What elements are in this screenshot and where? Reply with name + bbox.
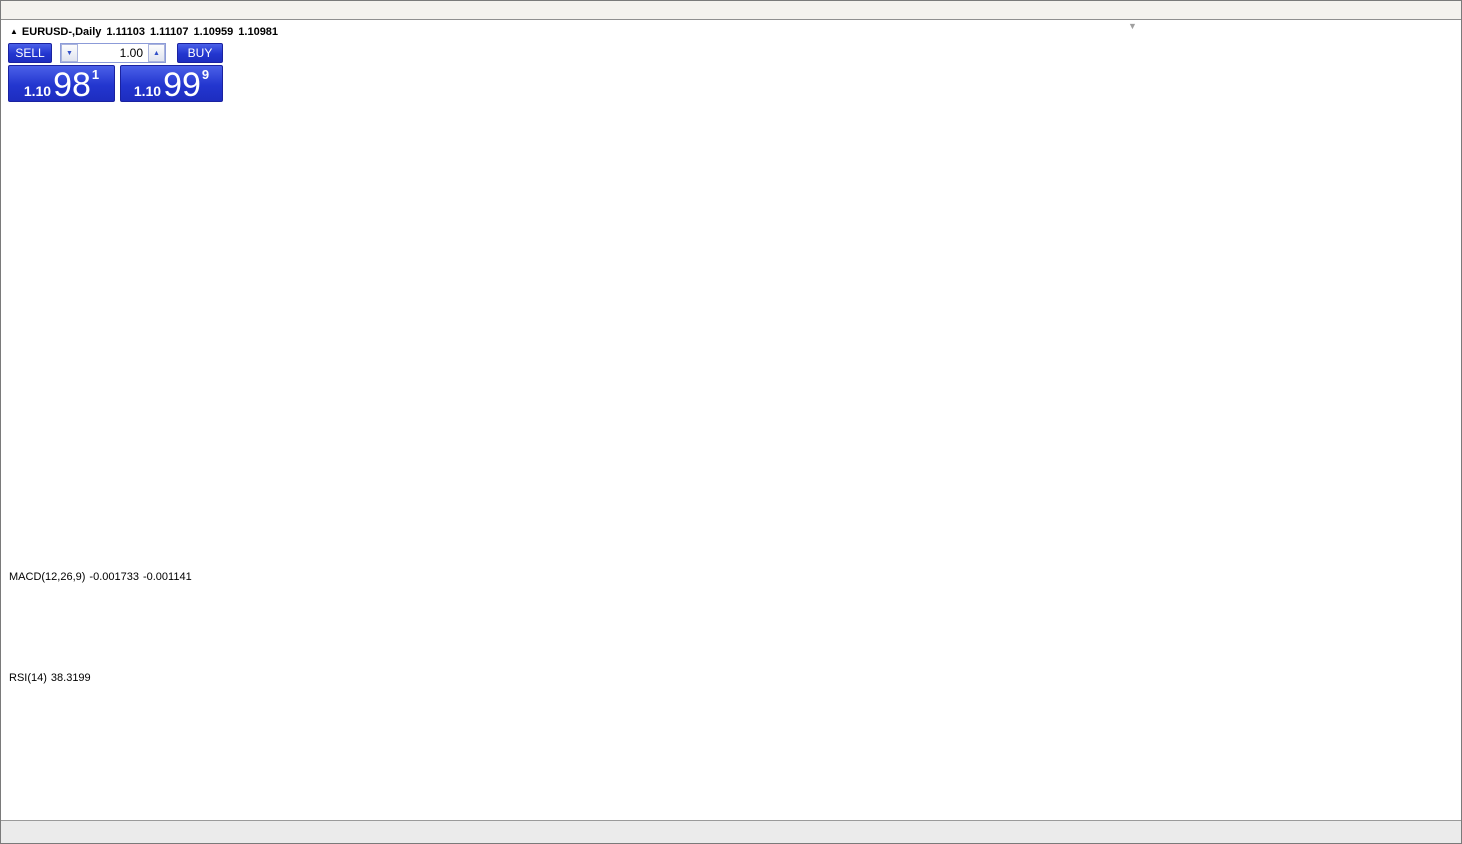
sell-button[interactable]: SELL — [8, 43, 52, 63]
timeframe-toolbar — [1, 1, 1461, 20]
sell-price-pip: 1 — [91, 67, 100, 82]
ohlc-high: 1.11107 — [149, 26, 189, 38]
sell-price-big: 98 — [53, 66, 91, 104]
chart-symbol-title: EURUSD-,Daily — [21, 26, 102, 38]
macd-signal-value: -0.001141 — [142, 571, 192, 583]
volume-stepper: ▼ ▲ — [60, 43, 166, 63]
macd-name: MACD(12,26,9) — [9, 571, 86, 583]
macd-main-value: -0.001733 — [89, 571, 139, 583]
ohlc-close: 1.10981 — [238, 26, 279, 38]
buy-price-big: 99 — [163, 66, 201, 104]
one-click-trading-panel: SELL ▼ ▲ BUY 1.10 98 1 1.10 99 9 — [8, 43, 224, 102]
volume-input[interactable] — [78, 44, 148, 62]
macd-indicator-label: MACD(12,26,9) -0.001733 -0.001141 — [9, 571, 196, 583]
rsi-name: RSI(14) — [9, 672, 47, 684]
sell-price-base: 1.10 — [23, 83, 52, 99]
volume-decrease-icon[interactable]: ▼ — [61, 44, 78, 62]
rsi-indicator-label: RSI(14) 38.3199 — [9, 672, 95, 684]
ohlc-open: 1.11103 — [106, 26, 145, 38]
buy-price-display[interactable]: 1.10 99 9 — [120, 65, 223, 102]
chart-tab-bar — [1, 820, 1461, 843]
collapse-panel-icon[interactable]: ▲ — [10, 27, 18, 36]
volume-increase-icon[interactable]: ▲ — [148, 44, 165, 62]
chart-title-bar: ▲ EURUSD-,Daily 1.11103 1.11107 1.10959 1.109… — [10, 26, 283, 38]
buy-button[interactable]: BUY — [177, 43, 223, 63]
buy-price-base: 1.10 — [133, 83, 162, 99]
sell-price-display[interactable]: 1.10 98 1 — [8, 65, 115, 102]
buy-price-pip: 9 — [201, 67, 210, 82]
chart-shift-marker-icon[interactable]: ▼ — [1128, 21, 1137, 31]
rsi-value: 38.3199 — [50, 672, 91, 684]
ohlc-low: 1.10959 — [193, 26, 234, 38]
